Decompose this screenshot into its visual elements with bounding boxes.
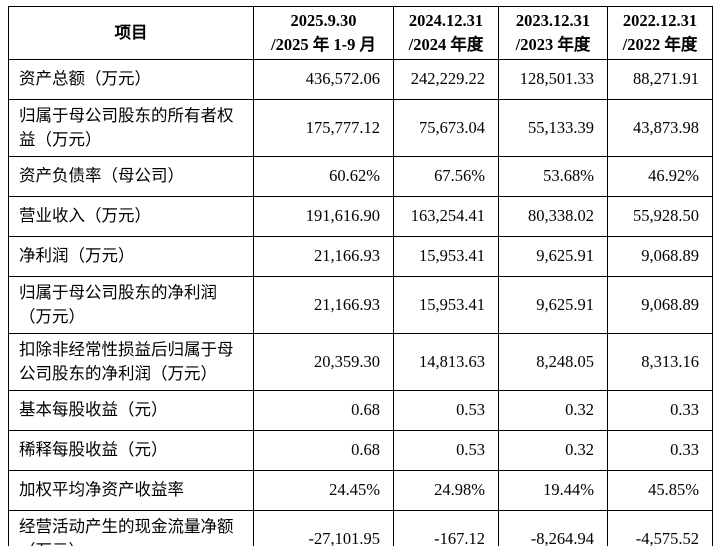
row-value: 0.53 xyxy=(393,429,499,471)
row-value: 9,625.91 xyxy=(498,275,608,334)
table-row-debt-ratio: 资产负债率（母公司） 60.62% 67.56% 53.68% 46.92% xyxy=(8,155,713,197)
row-value: 21,166.93 xyxy=(253,275,394,334)
row-label: 加权平均净资产收益率 xyxy=(8,469,254,511)
row-value: 0.33 xyxy=(607,429,713,471)
row-value: 163,254.41 xyxy=(393,195,499,237)
row-value: 14,813.63 xyxy=(393,332,499,391)
row-value: 45.85% xyxy=(607,469,713,511)
row-value: 80,338.02 xyxy=(498,195,608,237)
header-period-2022-range: /2022 年度 xyxy=(622,34,698,54)
row-value: 8,248.05 xyxy=(498,332,608,391)
table-row-total-assets: 资产总额（万元） 436,572.06 242,229.22 128,501.3… xyxy=(8,58,713,100)
row-label: 净利润（万元） xyxy=(8,235,254,277)
table-row-parent-equity: 归属于母公司股东的所有者权益（万元） 175,777.12 75,673.04 … xyxy=(8,98,713,157)
header-period-2022: 2022.12.31 /2022 年度 xyxy=(607,6,713,60)
row-value: 436,572.06 xyxy=(253,58,394,100)
table-row-net-profit: 净利润（万元） 21,166.93 15,953.41 9,625.91 9,0… xyxy=(8,235,713,277)
row-value: 191,616.90 xyxy=(253,195,394,237)
row-value: 0.53 xyxy=(393,389,499,431)
row-value: 0.33 xyxy=(607,389,713,431)
row-value: 0.32 xyxy=(498,389,608,431)
row-value: 67.56% xyxy=(393,155,499,197)
row-value: 0.68 xyxy=(253,429,394,471)
financial-table: 项目 2025.9.30 /2025 年 1-9 月 2024.12.31 /2… xyxy=(8,6,713,546)
row-label: 扣除非经常性损益后归属于母公司股东的净利润（万元） xyxy=(8,332,254,391)
row-label: 归属于母公司股东的所有者权益（万元） xyxy=(8,98,254,157)
header-period-2024-range: /2024 年度 xyxy=(408,34,484,54)
row-value: -8,264.94 xyxy=(498,509,608,546)
row-label: 稀释每股收益（元） xyxy=(8,429,254,471)
header-period-2024: 2024.12.31 /2024 年度 xyxy=(393,6,499,60)
row-label: 归属于母公司股东的净利润（万元） xyxy=(8,275,254,334)
row-value: -4,575.52 xyxy=(607,509,713,546)
header-period-2025: 2025.9.30 /2025 年 1-9 月 xyxy=(253,6,394,60)
header-period-2023: 2023.12.31 /2023 年度 xyxy=(498,6,608,60)
table-row-revenue: 营业收入（万元） 191,616.90 163,254.41 80,338.02… xyxy=(8,195,713,237)
row-value: 242,229.22 xyxy=(393,58,499,100)
row-value: 19.44% xyxy=(498,469,608,511)
row-label: 基本每股收益（元） xyxy=(8,389,254,431)
row-value: 15,953.41 xyxy=(393,275,499,334)
row-value: -27,101.95 xyxy=(253,509,394,546)
row-value: 9,068.89 xyxy=(607,275,713,334)
table-row-parent-net-profit: 归属于母公司股东的净利润（万元） 21,166.93 15,953.41 9,6… xyxy=(8,275,713,334)
row-value: 53.68% xyxy=(498,155,608,197)
table-row-diluted-eps: 稀释每股收益（元） 0.68 0.53 0.32 0.33 xyxy=(8,429,713,471)
row-value: -167.12 xyxy=(393,509,499,546)
row-value: 8,313.16 xyxy=(607,332,713,391)
row-value: 21,166.93 xyxy=(253,235,394,277)
header-period-2024-date: 2024.12.31 xyxy=(408,11,484,30)
header-row: 项目 2025.9.30 /2025 年 1-9 月 2024.12.31 /2… xyxy=(8,6,713,60)
row-value: 88,271.91 xyxy=(607,58,713,100)
table-row-basic-eps: 基本每股收益（元） 0.68 0.53 0.32 0.33 xyxy=(8,389,713,431)
row-label: 资产负债率（母公司） xyxy=(8,155,254,197)
row-value: 46.92% xyxy=(607,155,713,197)
row-value: 75,673.04 xyxy=(393,98,499,157)
table-row-roe: 加权平均净资产收益率 24.45% 24.98% 19.44% 45.85% xyxy=(8,469,713,511)
row-value: 0.32 xyxy=(498,429,608,471)
row-value: 15,953.41 xyxy=(393,235,499,277)
row-value: 0.68 xyxy=(253,389,394,431)
row-label: 营业收入（万元） xyxy=(8,195,254,237)
header-period-2023-range: /2023 年度 xyxy=(515,34,591,54)
row-value: 9,625.91 xyxy=(498,235,608,277)
row-value: 60.62% xyxy=(253,155,394,197)
header-period-2022-date: 2022.12.31 xyxy=(622,11,698,30)
row-value: 175,777.12 xyxy=(253,98,394,157)
row-value: 20,359.30 xyxy=(253,332,394,391)
row-value: 24.45% xyxy=(253,469,394,511)
table-row-operating-cash-flow: 经营活动产生的现金流量净额（万元） -27,101.95 -167.12 -8,… xyxy=(8,509,713,546)
table-row-deducted-net-profit: 扣除非经常性损益后归属于母公司股东的净利润（万元） 20,359.30 14,8… xyxy=(8,332,713,391)
header-item: 项目 xyxy=(8,6,254,60)
row-value: 55,133.39 xyxy=(498,98,608,157)
header-period-2025-range: /2025 年 1-9 月 xyxy=(271,34,376,54)
header-period-2025-date: 2025.9.30 xyxy=(290,11,357,30)
row-value: 24.98% xyxy=(393,469,499,511)
row-value: 55,928.50 xyxy=(607,195,713,237)
header-period-2023-date: 2023.12.31 xyxy=(515,11,591,30)
row-value: 128,501.33 xyxy=(498,58,608,100)
row-value: 43,873.98 xyxy=(607,98,713,157)
row-label: 经营活动产生的现金流量净额（万元） xyxy=(8,509,254,546)
row-value: 9,068.89 xyxy=(607,235,713,277)
row-label: 资产总额（万元） xyxy=(8,58,254,100)
